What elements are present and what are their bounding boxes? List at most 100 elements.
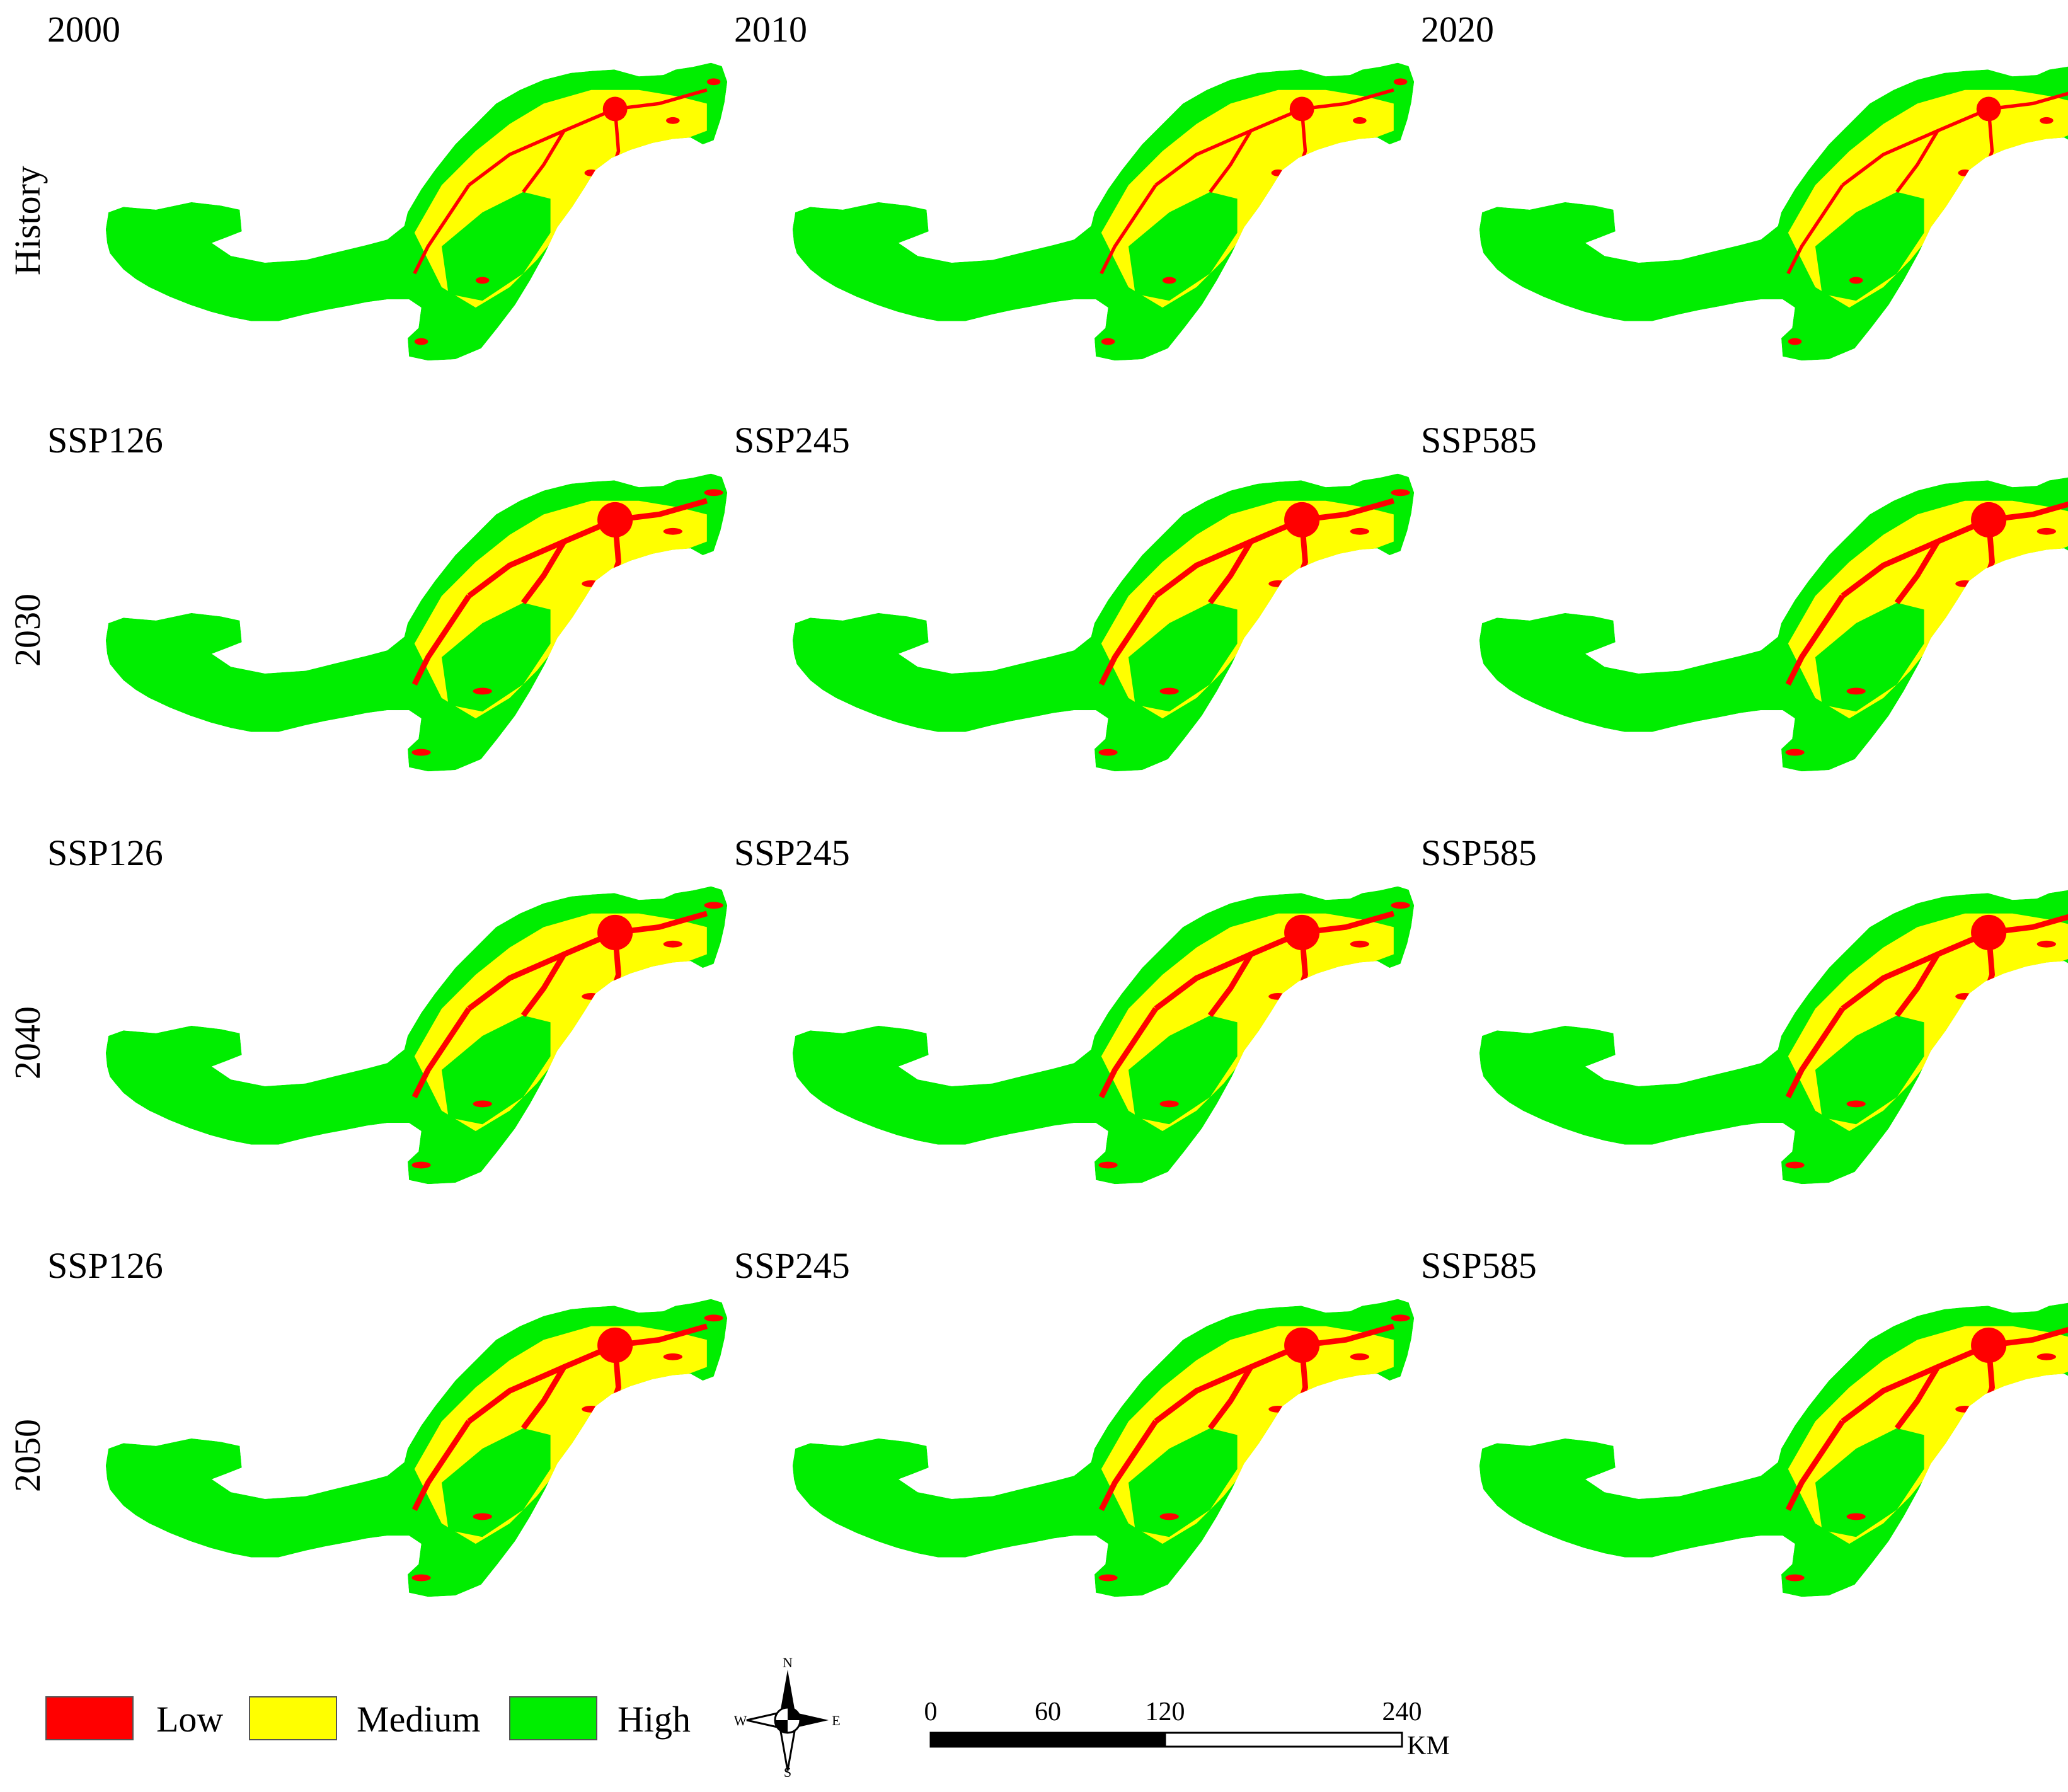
low-zone-corridor xyxy=(1785,1007,1845,1099)
legend-label-high: High xyxy=(618,1699,691,1740)
map-panel: SSP585 xyxy=(1421,1248,2068,1660)
panel-title: SSP245 xyxy=(734,832,850,873)
low-zone-city xyxy=(1971,914,2007,951)
low-zone-corridor xyxy=(1894,953,1940,1018)
low-zone-corridor xyxy=(467,1342,616,1424)
low-zone-patch xyxy=(1887,1540,1907,1548)
low-zone-patch xyxy=(475,277,490,284)
low-zone-corridor xyxy=(1154,929,1303,1011)
high-zone-interior xyxy=(441,602,551,712)
scale-tick-240: 240 xyxy=(1382,1697,1422,1726)
low-zone-corridor xyxy=(1895,130,1939,193)
low-zone-patch xyxy=(1785,1161,1805,1169)
low-zone-patch xyxy=(1391,489,1410,497)
suitability-map xyxy=(105,473,728,772)
low-zone-patch xyxy=(704,1314,723,1322)
low-zone-patch xyxy=(1951,215,1965,223)
low-zone-patch xyxy=(1159,1513,1179,1520)
compass-s: S xyxy=(784,1764,791,1777)
map-panel: SSP126 xyxy=(47,1248,734,1660)
legend-swatch-low xyxy=(45,1696,134,1740)
high-zone-interior xyxy=(441,192,551,301)
low-zone-patch xyxy=(1264,215,1278,223)
low-zone-corridor xyxy=(614,910,708,936)
low-zone-corridor xyxy=(1098,1420,1158,1512)
low-zone-corridor xyxy=(468,107,616,187)
suitability-map xyxy=(105,886,728,1185)
low-zone-patch xyxy=(1948,1452,1968,1459)
panel-title: 2000 xyxy=(47,9,120,50)
map-panel: 2000 xyxy=(47,11,734,423)
panel-title: SSP126 xyxy=(47,1245,163,1286)
low-zone-patch xyxy=(575,1452,594,1459)
low-zone-corridor xyxy=(1841,929,1990,1011)
low-zone-corridor xyxy=(520,953,566,1018)
low-zone-patch xyxy=(663,1353,682,1360)
low-zone-patch xyxy=(1353,117,1367,124)
compass-e: E xyxy=(832,1713,840,1728)
map-panel: SSP126 xyxy=(47,835,734,1247)
low-zone-patch xyxy=(1350,1353,1369,1360)
low-zone-patch xyxy=(1887,1127,1907,1135)
low-zone-patch xyxy=(1261,1039,1281,1047)
low-zone-patch xyxy=(1391,1314,1410,1322)
low-zone-patch xyxy=(1955,1406,1975,1413)
low-zone-corridor xyxy=(522,130,566,193)
low-zone-patch xyxy=(411,749,431,756)
low-zone-corridor xyxy=(1207,540,1253,605)
low-zone-patch xyxy=(584,169,599,176)
suitability-map xyxy=(1479,1299,2068,1597)
high-zone-interior xyxy=(1128,1428,1238,1537)
suitability-map xyxy=(792,473,1415,772)
low-zone-patch xyxy=(1271,169,1285,176)
low-zone-patch xyxy=(582,993,601,1000)
low-zone-corridor xyxy=(1154,1342,1303,1424)
low-zone-corridor xyxy=(411,1007,471,1099)
map-panel: SSP245 xyxy=(734,422,1421,834)
low-zone-patch xyxy=(704,902,723,909)
low-zone-patch xyxy=(411,1161,431,1169)
low-zone-corridor xyxy=(520,540,566,605)
low-zone-patch xyxy=(473,1513,492,1520)
low-zone-corridor xyxy=(1301,910,1395,936)
low-zone-patch xyxy=(1391,902,1410,909)
low-zone-patch xyxy=(2040,117,2054,124)
low-zone-patch xyxy=(1958,169,1972,176)
low-zone-corridor xyxy=(520,1365,566,1430)
panel-title: 2020 xyxy=(1421,9,1494,50)
low-zone-corridor xyxy=(1301,88,1394,111)
low-zone-patch xyxy=(1350,940,1369,948)
map-panel: 2010 xyxy=(734,11,1421,423)
low-zone-patch xyxy=(1393,78,1408,86)
low-zone-corridor xyxy=(1785,1420,1845,1512)
panel-title: 2010 xyxy=(734,9,807,50)
low-zone-patch xyxy=(1162,277,1176,284)
high-zone-interior xyxy=(1128,602,1238,712)
low-zone-corridor xyxy=(467,929,616,1011)
low-zone-patch xyxy=(666,117,680,124)
high-zone-interior xyxy=(1128,1015,1238,1125)
high-zone-interior xyxy=(1815,1015,1924,1125)
low-zone-city xyxy=(597,1327,633,1364)
low-zone-patch xyxy=(2036,1353,2056,1360)
low-zone-patch xyxy=(414,338,428,345)
panel-title: SSP585 xyxy=(1421,1245,1537,1286)
high-zone-interior xyxy=(441,1015,551,1125)
low-zone-corridor xyxy=(413,184,471,275)
map-panel: SSP245 xyxy=(734,1248,1421,1660)
low-zone-patch xyxy=(1948,626,1968,634)
low-zone-patch xyxy=(1846,1100,1866,1108)
low-zone-patch xyxy=(582,580,601,587)
low-zone-patch xyxy=(663,940,682,948)
map-panel: SSP585 xyxy=(1421,835,2068,1247)
low-zone-patch xyxy=(575,1039,594,1047)
low-zone-corridor xyxy=(1841,517,1990,599)
low-zone-corridor xyxy=(1209,130,1253,193)
map-grid: 2000 2010 2020 SSP126 SSP245 SSP585 SSP126 SSP2… xyxy=(47,9,2068,1597)
suitability-map xyxy=(105,62,728,361)
low-zone-patch xyxy=(1268,580,1288,587)
low-zone-patch xyxy=(1098,1574,1118,1582)
low-zone-corridor xyxy=(1786,184,1844,275)
low-zone-patch xyxy=(1200,715,1220,722)
suitability-map xyxy=(792,1299,1415,1597)
